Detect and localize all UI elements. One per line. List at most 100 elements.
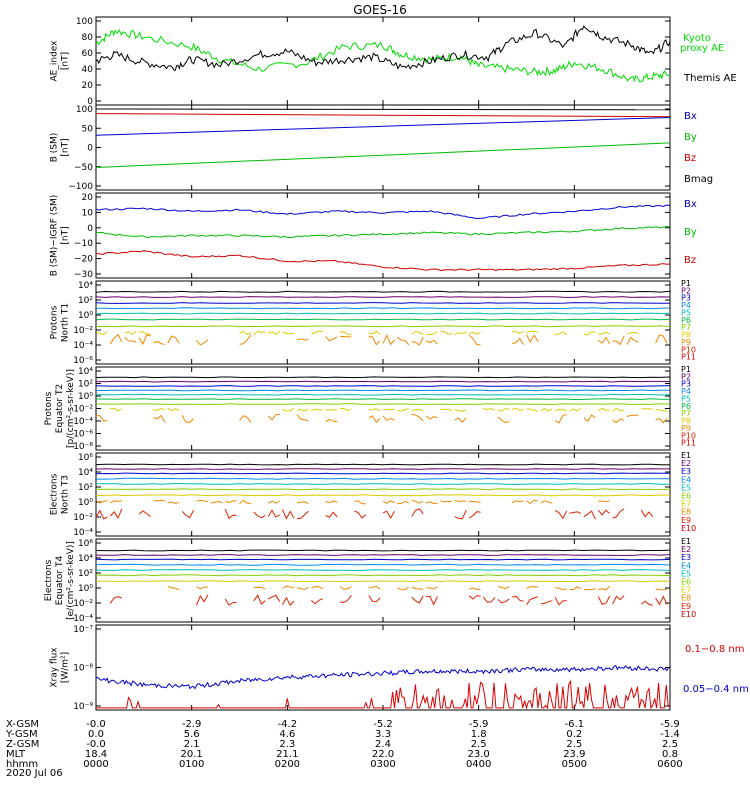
channel-fragment xyxy=(526,330,539,334)
y-axis-label: B (SM)−IGRF (SM) xyxy=(50,195,60,277)
y-tick-label: 10⁻² xyxy=(73,513,93,523)
channel-trace xyxy=(95,549,671,552)
legend-entry: P10 xyxy=(681,431,696,440)
channel-fragment xyxy=(583,331,596,336)
channel-fragment xyxy=(540,500,553,504)
ephemeris-value: 2.5 xyxy=(662,739,678,750)
channel-fragment xyxy=(540,408,553,412)
series-line xyxy=(95,117,671,136)
channel-fragment xyxy=(483,407,496,411)
ephemeris-value: 4.6 xyxy=(279,729,295,740)
legend-entry: Bz xyxy=(684,153,696,164)
channel-fragment xyxy=(511,595,524,602)
legend-entry: E4 xyxy=(681,475,691,484)
channel-fragment xyxy=(382,500,395,504)
channel-fragment xyxy=(153,341,165,345)
y-tick-label: 80 xyxy=(82,33,94,43)
y-tick-label: −50 xyxy=(74,163,93,173)
y-tick-label: 10⁰ xyxy=(78,584,93,594)
channel-fragment xyxy=(468,331,481,335)
y-tick-label: 10⁻² xyxy=(73,599,93,609)
legend-entry: P8 xyxy=(681,331,691,340)
y-tick-label: 20 xyxy=(82,81,94,91)
legend-entry: P6 xyxy=(681,316,691,325)
channel-fragment xyxy=(526,499,539,505)
channel-fragment xyxy=(597,336,611,345)
channel-trace xyxy=(96,477,670,480)
ephemeris-value: 0200 xyxy=(275,759,300,770)
channel-fragment xyxy=(397,586,410,591)
y-tick-label: 100 xyxy=(76,17,93,27)
channel-fragment xyxy=(110,407,123,412)
legend-entry: E6 xyxy=(681,492,691,501)
y-tick-label: 10⁻⁴ xyxy=(73,614,93,624)
channel-fragment xyxy=(368,408,381,412)
channel-fragment xyxy=(468,595,481,600)
channel-fragment xyxy=(425,415,438,420)
channel-fragment xyxy=(612,508,625,519)
channel-trace xyxy=(95,488,671,491)
y-tick-label: 10 xyxy=(82,208,94,218)
legend-entry: P11 xyxy=(681,353,696,362)
y-tick-label: −30 xyxy=(74,270,93,280)
channel-fragment xyxy=(598,585,611,591)
channel-fragment xyxy=(411,336,424,346)
ephemeris-value: 23.0 xyxy=(468,749,490,760)
ephemeris-value: -0.0 xyxy=(86,719,106,730)
channel-fragment xyxy=(425,501,438,505)
panel-2: 100 50 0 −50 −100 B (SM) [nT] Bx By Bz Bmag xyxy=(50,104,713,192)
channel-fragment xyxy=(339,331,352,336)
channel-trace xyxy=(95,558,671,561)
y-axis-label: [nT] xyxy=(61,138,71,156)
channel-fragment xyxy=(167,501,180,505)
y-tick-label: 10⁻⁴ xyxy=(73,417,93,427)
channel-fragment xyxy=(411,508,424,517)
y-axis-label: Protons xyxy=(50,305,60,339)
legend-entry: E7 xyxy=(681,500,691,509)
channel-fragment xyxy=(655,588,668,591)
series-line xyxy=(95,25,671,71)
channel-fragment xyxy=(440,330,453,335)
legend-entry: P2 xyxy=(681,372,691,381)
y-axis-label: [nT] xyxy=(61,52,71,70)
y-axis-label: [W/m²] xyxy=(61,652,71,683)
channel-fragment xyxy=(411,595,424,604)
channel-trace xyxy=(95,376,671,379)
channel-fragment xyxy=(411,330,424,335)
channel-fragment xyxy=(411,408,424,412)
channel-fragment xyxy=(497,585,510,590)
channel-fragment xyxy=(411,586,424,590)
channel-fragment xyxy=(339,586,352,590)
legend-entry: P1 xyxy=(681,365,691,374)
legend-entry: E10 xyxy=(681,524,696,533)
channel-fragment xyxy=(296,586,309,591)
channel-fragment xyxy=(354,500,366,505)
channel-trace xyxy=(96,398,671,401)
channel-fragment xyxy=(153,499,165,502)
ephemeris-value: -5.2 xyxy=(373,719,393,730)
channel-fragment xyxy=(555,408,567,412)
channel-fragment xyxy=(397,408,409,412)
ephemeris-value: -6.1 xyxy=(565,719,585,730)
channel-trace xyxy=(95,312,671,315)
ephemeris-value: 1.8 xyxy=(471,729,487,740)
panel-5: 10⁴ 10² 10⁰ 10⁻² 10⁻⁴ 10⁻⁶ 10⁻⁸ Protons Equator … xyxy=(44,365,696,452)
y-tick-label: −10 xyxy=(74,239,93,249)
y-tick-label: 10⁻⁶ xyxy=(73,430,93,440)
ephemeris-value: 2.5 xyxy=(566,739,582,750)
channel-trace xyxy=(95,393,671,396)
channel-fragment xyxy=(296,414,309,422)
channel-fragment xyxy=(354,510,367,519)
y-axis-label: Protons xyxy=(44,391,54,425)
legend-entry: E7 xyxy=(681,586,691,595)
y-tick-label: 60 xyxy=(82,49,94,59)
channel-trace xyxy=(95,468,670,470)
ephemeris-value: -0.0 xyxy=(86,739,106,750)
channel-fragment xyxy=(554,414,567,424)
legend-entry: P5 xyxy=(681,394,691,403)
legend-entry: P4 xyxy=(681,387,691,396)
channel-fragment xyxy=(397,500,409,505)
